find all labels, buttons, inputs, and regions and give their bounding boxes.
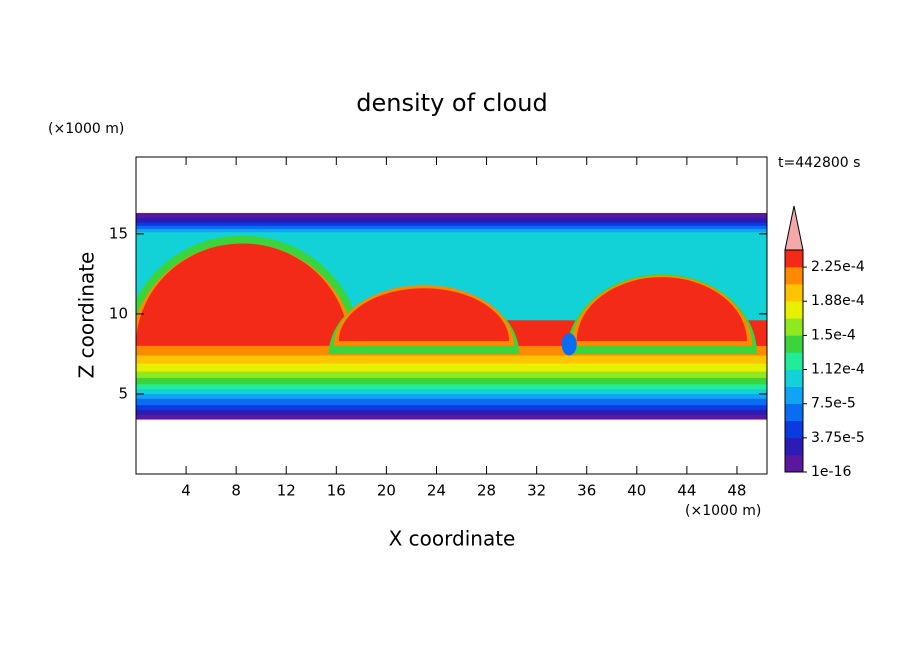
x-tick-label: 32: [527, 482, 546, 500]
x-tick-label: 20: [377, 482, 396, 500]
colorbar-tick-label: 1.12e-4: [811, 362, 865, 378]
plot-frame: [135, 156, 768, 475]
colorbar-band: [785, 318, 803, 336]
contour-region: [576, 277, 747, 342]
x-unit: (×1000 m): [685, 503, 761, 519]
y-axis-label: Z coordinate: [75, 252, 99, 379]
colorbar-tick-label: 3.75e-5: [811, 430, 865, 446]
colorbar-tick-label: 2.25e-4: [811, 259, 865, 275]
colorbar-band: [785, 369, 803, 387]
colorbar-tick-label: 7.5e-5: [811, 396, 856, 412]
x-axis-label: X coordinate: [389, 527, 516, 551]
contour-region: [136, 243, 349, 346]
colorbar-tick-label: 1.5e-4: [811, 327, 856, 343]
x-tick-label: 8: [231, 482, 241, 500]
colorbar-band: [785, 301, 803, 319]
colorbar-band: [785, 386, 803, 404]
y-tick-label: 5: [118, 384, 128, 402]
colorbar-tick-label: 1.88e-4: [811, 293, 865, 309]
colorbar-band: [785, 284, 803, 302]
colorbar-band: [785, 250, 803, 268]
y-tick-label: 10: [109, 304, 128, 322]
colorbar-band: [785, 352, 803, 370]
colorbar-band: [785, 454, 803, 473]
x-tick-label: 48: [727, 482, 746, 500]
colorbar-band: [785, 267, 803, 285]
x-tick-label: 4: [181, 482, 191, 500]
x-tick-label: 24: [427, 482, 446, 500]
x-tick-label: 16: [327, 482, 346, 500]
colorbar-band: [785, 335, 803, 353]
contour-region: [338, 288, 510, 342]
colorbar-band: [785, 420, 803, 439]
x-tick-label: 12: [277, 482, 296, 500]
colorbar-band: [785, 437, 803, 456]
x-tick-label: 44: [677, 482, 696, 500]
colorbar-frame: [784, 249, 804, 473]
time-annotation: t=442800 s: [778, 155, 860, 171]
contour-region: [561, 333, 577, 356]
x-tick-label: 40: [627, 482, 646, 500]
colorbar-tick-label: 1e-16: [811, 464, 851, 480]
chart-title: density of cloud: [356, 89, 547, 117]
contour-field: [136, 213, 767, 420]
y-tick-label: 15: [109, 224, 128, 242]
colorbar-band: [785, 403, 803, 422]
y-unit: (×1000 m): [48, 121, 124, 137]
x-tick-label: 36: [577, 482, 596, 500]
x-tick-label: 28: [477, 482, 496, 500]
contour-region: [136, 213, 767, 217]
